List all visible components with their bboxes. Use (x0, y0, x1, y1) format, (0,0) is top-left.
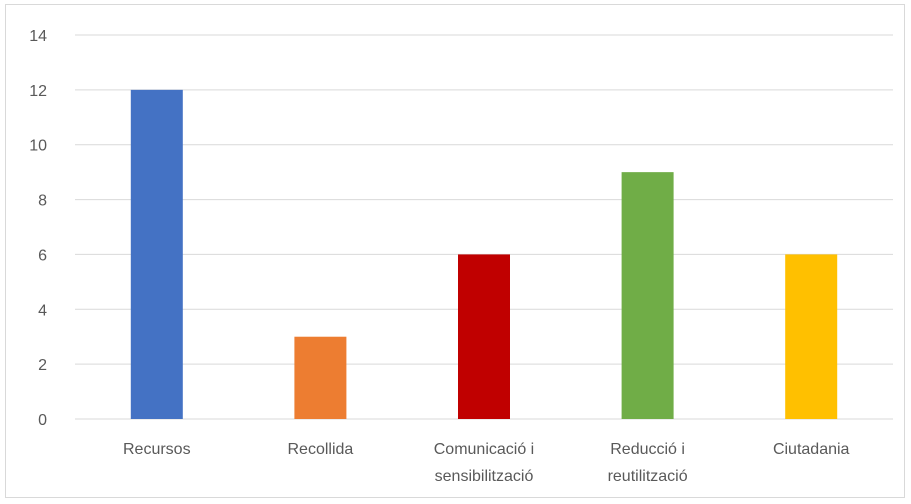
bar (785, 254, 838, 419)
y-tick-label: 12 (29, 83, 47, 100)
y-tick-label: 14 (29, 28, 47, 45)
x-tick-label-line: Reducció i (610, 441, 685, 458)
y-tick-label: 4 (38, 302, 47, 319)
y-axis-ticks: 0 2 4 6 8 10 12 14 (29, 28, 47, 429)
x-tick-label: Comunicació i sensibilització (434, 441, 534, 485)
x-tick-label-line: Recollida (287, 441, 353, 458)
y-tick-label: 8 (38, 193, 47, 210)
bar (458, 254, 510, 419)
y-tick-label: 6 (38, 247, 47, 264)
x-tick-label-line: Ciutadania (773, 441, 850, 458)
x-tick-label: Recollida (287, 441, 353, 458)
x-tick-label-line: sensibilització (435, 468, 534, 485)
x-tick-label-line: Comunicació i (434, 441, 534, 458)
x-tick-label: Ciutadania (773, 441, 850, 458)
bar (294, 336, 347, 419)
x-axis-labels: Recursos Recollida Comunicació i sensibilit… (123, 441, 850, 485)
gridlines (75, 34, 893, 420)
y-tick-label: 0 (38, 412, 47, 429)
bar (621, 172, 674, 419)
x-tick-label: Reducció i reutilització (608, 441, 688, 485)
x-tick-label-line: Recursos (123, 441, 191, 458)
bars (130, 89, 838, 419)
y-tick-label: 2 (38, 357, 47, 374)
y-tick-label: 10 (29, 138, 47, 155)
x-tick-label-line: reutilització (608, 468, 688, 485)
bar (130, 89, 183, 419)
x-tick-label: Recursos (123, 441, 191, 458)
